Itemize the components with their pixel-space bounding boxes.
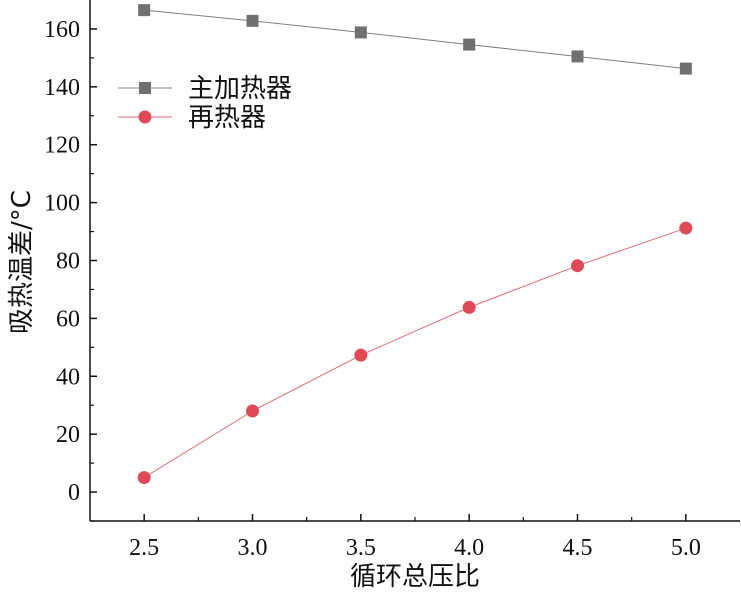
x-axis-ticks: 2.5 3.0 3.5 4.0 4.5 5.0 — [129, 514, 701, 561]
y-tick-label: 60 — [56, 306, 80, 332]
y-tick-label: 20 — [56, 422, 80, 448]
x-tick-label: 3.0 — [238, 535, 268, 561]
data-point-circle — [571, 259, 584, 273]
x-axis-title: 循环总压比 — [350, 562, 480, 592]
data-point-circle — [137, 471, 151, 485]
series-layer — [137, 4, 693, 485]
y-tick-label: 120 — [44, 133, 80, 159]
y-tick-label: 160 — [44, 17, 80, 43]
data-point-circle — [246, 404, 259, 418]
y-tick-label: 40 — [56, 364, 80, 390]
data-point-square — [246, 14, 259, 27]
data-point-square — [138, 4, 151, 17]
data-point-square — [679, 62, 692, 75]
legend-label: 主加热器 — [188, 74, 292, 104]
y-tick-label: 140 — [44, 75, 80, 101]
data-point-square — [463, 38, 476, 51]
legend-marker-square — [139, 82, 151, 94]
x-tick-label: 3.5 — [346, 535, 376, 561]
y-axis-ticks: 0 20 40 60 80 100 120 140 160 — [44, 17, 97, 522]
x-tick-label: 4.0 — [454, 535, 484, 561]
y-tick-label: 80 — [56, 249, 80, 275]
data-point-circle — [462, 300, 476, 314]
y-axis-title: 吸热温差/°C — [7, 190, 37, 334]
series-line — [143, 227, 686, 479]
series-line — [144, 9, 686, 70]
data-point-square — [354, 26, 367, 39]
x-tick-label: 4.5 — [563, 535, 593, 561]
x-tick-label: 5.0 — [671, 535, 701, 561]
data-point-circle — [679, 221, 693, 235]
legend-label: 再热器 — [188, 103, 266, 133]
x-tick-label: 2.5 — [129, 535, 159, 561]
legend-marker-circle — [138, 110, 152, 124]
data-point-square — [571, 50, 584, 63]
y-tick-label: 100 — [44, 191, 80, 217]
y-tick-label: 0 — [68, 480, 80, 506]
data-point-circle — [354, 348, 368, 362]
